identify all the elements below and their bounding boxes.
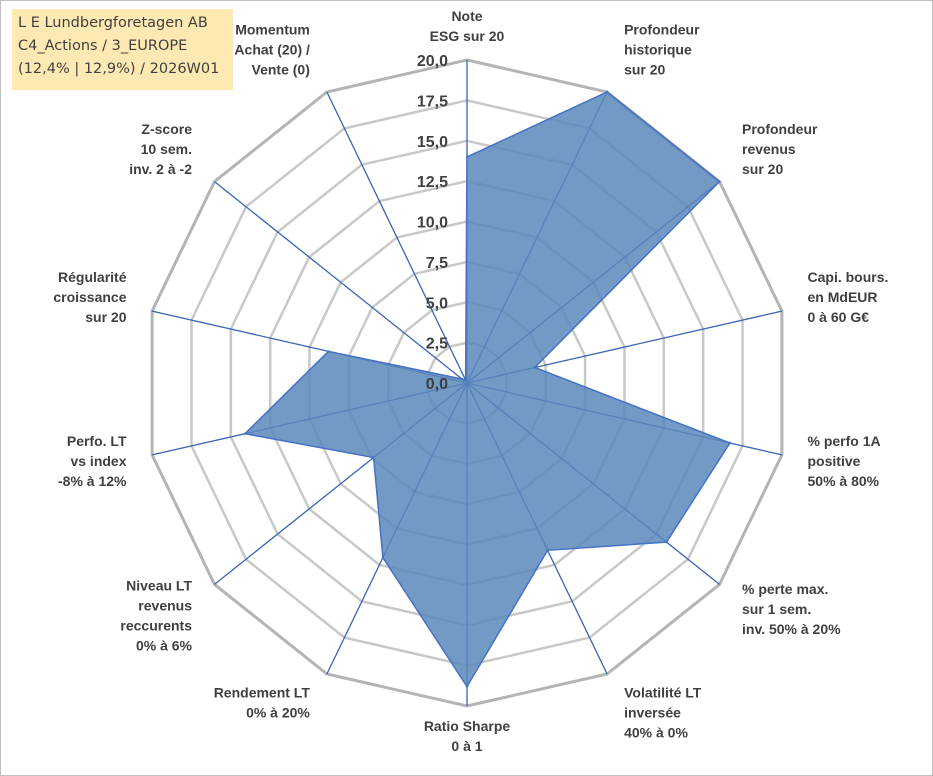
data-point-5 [728, 441, 732, 445]
radial-tick-labels: 0,0 2,5 5,0 7,5 10,0 12,5 15,0 17,5 20,0 [417, 53, 448, 393]
axis-label-5-line-3: 50% à 80% [808, 473, 880, 489]
axis-label-7-line-2: inversée [624, 704, 681, 720]
axis-label-5-line-2: positive [808, 453, 861, 469]
axis-label-10-line-1: Niveau LT [126, 577, 192, 593]
axis-label-6-line-1: % perte max. [742, 581, 828, 597]
axis-label-9-line-1: Rendement LT [214, 684, 311, 700]
axis-label-9-line-2: 0% à 20% [246, 704, 310, 720]
axis-label-14-line-1: Momentum [235, 22, 310, 38]
axis-label-8-line-1: Ratio Sharpe [424, 718, 511, 734]
axis-label-1-line-2: ESG sur 20 [430, 28, 505, 44]
data-point-14 [464, 378, 467, 382]
tick-label-10-0: 10,0 [417, 215, 448, 232]
axis-label-11-line-2: vs index [70, 453, 126, 469]
radar-series [243, 90, 732, 689]
axis-label-4-line-3: 0 à 60 G€ [808, 309, 870, 325]
axis-label-14-line-2: Achat (20) / [234, 42, 310, 58]
tick-label-5-0: 5,0 [426, 295, 448, 312]
axis-label-4-line-1: Capi. bours. [808, 269, 889, 285]
data-point-13 [460, 377, 464, 381]
data-point-12 [327, 350, 330, 353]
axis-label-2-line-1: Profondeur [624, 22, 700, 38]
data-point-9 [381, 556, 385, 559]
axis-label-11-line-1: Perfo. LT [67, 433, 127, 449]
tick-label-2-5: 2,5 [426, 336, 448, 353]
data-point-10 [372, 456, 375, 459]
data-point-11 [243, 432, 247, 435]
tick-label-0-0: 0,0 [426, 376, 448, 393]
axis-label-2-line-2: historique [624, 42, 692, 58]
axis-label-12-line-3: sur 20 [85, 309, 126, 325]
axis-label-3-line-3: sur 20 [742, 161, 783, 177]
axis-label-10-line-2: revenus [138, 597, 192, 613]
axis-label-14-line-3: Vente (0) [252, 62, 310, 78]
series-area [243, 91, 732, 689]
data-point-7 [546, 549, 549, 552]
axis-label-7-line-1: Volatilité LT [624, 684, 702, 700]
title-box: L E Lundbergforetagen AB C4_Actions / 3_… [12, 9, 233, 90]
axis-label-2-line-3: sur 20 [624, 62, 665, 78]
data-point-4 [533, 366, 536, 369]
axis-label-13-line-1: Z-score [141, 121, 192, 137]
axis-label-12-line-1: Régularité [58, 269, 127, 285]
data-point-3 [718, 180, 721, 183]
axis-label-6-line-2: sur 1 sem. [742, 601, 811, 617]
title-performance-week: (12,4% | 12,9%) / 2026W01 [18, 61, 220, 77]
axis-label-13-line-3: inv. 2 à -2 [129, 161, 192, 177]
data-point-6 [665, 540, 668, 544]
axis-label-5-line-1: % perfo 1A [808, 433, 881, 449]
tick-label-15-0: 15,0 [417, 134, 448, 151]
data-point-8 [465, 685, 469, 688]
tick-label-20-0: 20,0 [417, 53, 448, 70]
axis-label-6-line-3: inv. 50% à 20% [742, 621, 841, 637]
axis-label-11-line-3: -8% à 12% [58, 473, 127, 489]
axis-spoke-14 [326, 91, 468, 384]
tick-label-12-5: 12,5 [417, 174, 448, 191]
tick-label-7-5: 7,5 [426, 255, 448, 272]
axis-label-1-line-1: Note [451, 8, 482, 24]
axis-label-3-line-1: Profondeur [742, 121, 818, 137]
axis-spoke-13 [214, 181, 468, 384]
axis-label-12-line-2: croissance [53, 289, 126, 305]
title-category: C4_Actions / 3_EUROPE [18, 38, 188, 54]
tick-label-17-5: 17,5 [417, 93, 448, 110]
axis-label-4-line-2: en MdEUR [808, 289, 878, 305]
axis-label-10-line-3: reccurents [120, 617, 192, 633]
axis-category-labels: Note ESG sur 20 Profondeur historique sur 20… [53, 8, 888, 754]
axis-label-3-line-2: revenus [742, 141, 796, 157]
axis-label-7-line-3: 40% à 0% [624, 724, 688, 740]
axis-label-13-line-2: 10 sem. [141, 141, 192, 157]
data-point-2 [605, 90, 609, 94]
data-point-1 [465, 155, 469, 159]
axis-label-8-line-2: 0 à 1 [451, 738, 482, 754]
axis-label-10-line-4: 0% à 6% [136, 637, 193, 653]
title-company: L E Lundbergforetagen AB [18, 15, 208, 31]
